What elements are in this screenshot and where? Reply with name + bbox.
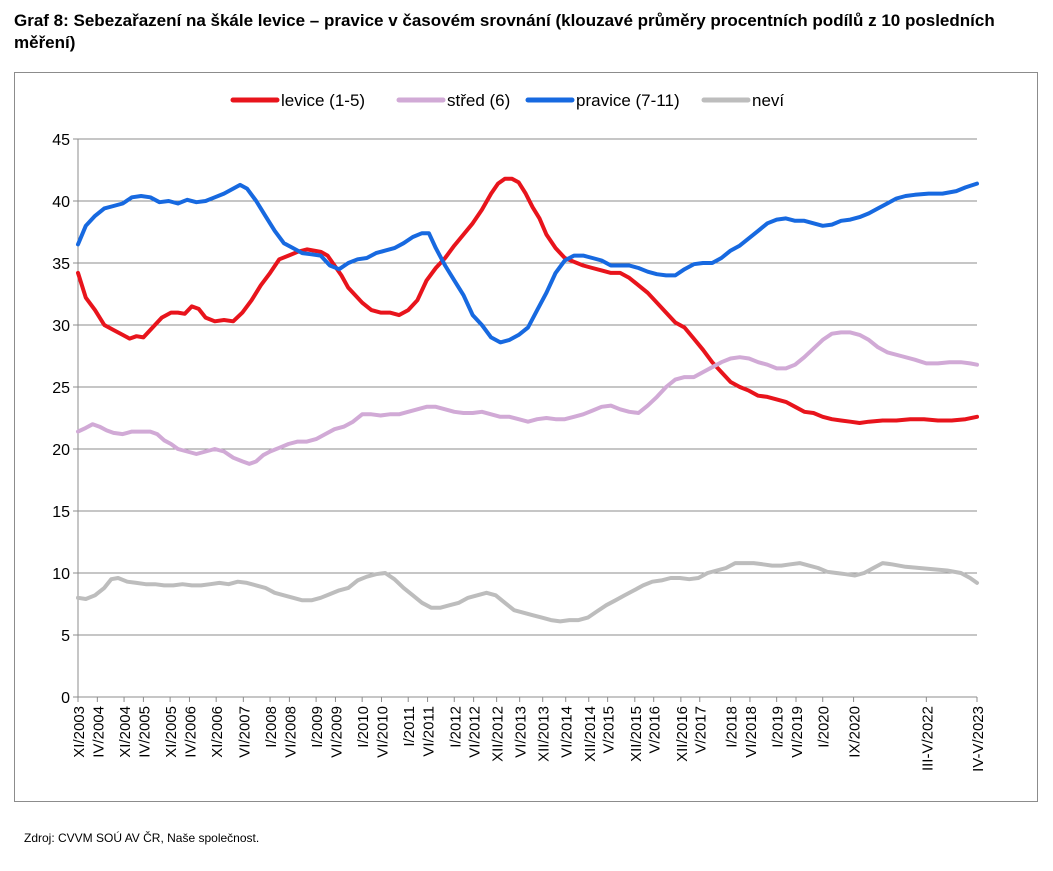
x-tick-label: XI/2005 (163, 706, 180, 758)
series-line-st-ed-6- (76, 330, 979, 466)
y-tick-label: 10 (52, 566, 70, 583)
x-tick-label: I/2020 (816, 706, 833, 748)
legend-label: levice (1-5) (281, 91, 365, 110)
x-tick-label: XI/2003 (71, 706, 88, 758)
legend-label: pravice (7-11) (576, 91, 680, 110)
x-tick-label: XII/2016 (674, 706, 691, 762)
x-tick-label: VI/2013 (513, 706, 530, 758)
x-tick-label: V/2017 (693, 706, 710, 754)
x-tick-label: VI/2018 (743, 706, 760, 758)
x-tick-label: I/2009 (309, 706, 326, 748)
y-tick-label: 20 (52, 442, 70, 459)
y-tick-label: 5 (61, 628, 70, 645)
x-tick-label: VI/2014 (559, 706, 576, 758)
chart-title: Graf 8: Sebezařazení na škále levice – p… (14, 11, 995, 52)
x-tick-label: VI/2009 (328, 706, 345, 758)
y-tick-label: 15 (52, 504, 70, 521)
x-tick-label: IX/2020 (847, 706, 864, 758)
y-tick-label: 35 (52, 256, 70, 273)
x-tick-label: VI/2010 (375, 706, 392, 758)
x-tick-label: I/2018 (724, 706, 741, 748)
x-tick-label: V/2016 (647, 706, 664, 754)
x-tick-label: VI/2012 (467, 706, 484, 758)
x-tick-label: V/2015 (601, 706, 618, 754)
x-tick-label: I/2008 (263, 706, 280, 748)
x-tick-label: III-V/2022 (919, 706, 936, 771)
gridlines (78, 138, 977, 636)
series-line-levice-1-5- (76, 176, 979, 425)
legend: levice (1-5) střed (6) pravice (7-11) neví (230, 91, 784, 110)
x-tick-label: XII/2015 (628, 706, 645, 762)
series-lines (76, 176, 979, 624)
x-tick-label: XII/2014 (582, 706, 599, 762)
legend-label: střed (6) (447, 91, 510, 110)
x-tick-label: I/2012 (447, 706, 464, 748)
line-chart: 0 5 10 15 20 25 30 35 40 45 XI/2003 IV/2004 XI/2004… (52, 91, 987, 772)
x-tick-label: XI/2006 (209, 706, 226, 758)
x-tick-label: I/2010 (355, 706, 372, 748)
x-tick-label: XI/2004 (117, 706, 134, 758)
series-line-nev- (76, 561, 979, 624)
x-tick-label: XII/2012 (490, 706, 507, 762)
x-tick-label: I/2019 (770, 706, 787, 748)
legend-label: neví (752, 91, 784, 110)
series-line-pravice-7-11- (76, 181, 979, 345)
y-tick-label: 40 (52, 194, 70, 211)
x-tick-label: VI/2011 (421, 706, 438, 757)
x-tick-label: VI/2019 (789, 706, 806, 758)
chart-frame: 0 5 10 15 20 25 30 35 40 45 XI/2003 IV/2004 XI/2004… (14, 72, 1038, 802)
y-tick-label: 45 (52, 132, 70, 149)
x-tick-label: IV-V/2023 (970, 706, 987, 772)
x-tick-label: IV/2006 (182, 706, 199, 758)
x-tick-label: XII/2013 (536, 706, 553, 762)
x-tick-label: IV/2004 (90, 706, 107, 758)
x-axis: XI/2003 IV/2004 XI/2004 IV/2005 XI/2005 IV/20… (71, 696, 987, 772)
x-tick-label: VI/2007 (236, 706, 253, 758)
y-tick-label: 25 (52, 380, 70, 397)
source-note: Zdroj: CVVM SOÚ AV ČR, Naše společnost. (24, 831, 260, 845)
x-tick-label: VI/2008 (282, 706, 299, 758)
y-tick-label: 30 (52, 318, 70, 335)
y-axis: 0 5 10 15 20 25 30 35 40 45 (52, 132, 79, 707)
y-tick-label: 0 (61, 690, 70, 707)
x-tick-label: IV/2005 (136, 706, 153, 758)
x-tick-label: I/2011 (401, 706, 418, 747)
